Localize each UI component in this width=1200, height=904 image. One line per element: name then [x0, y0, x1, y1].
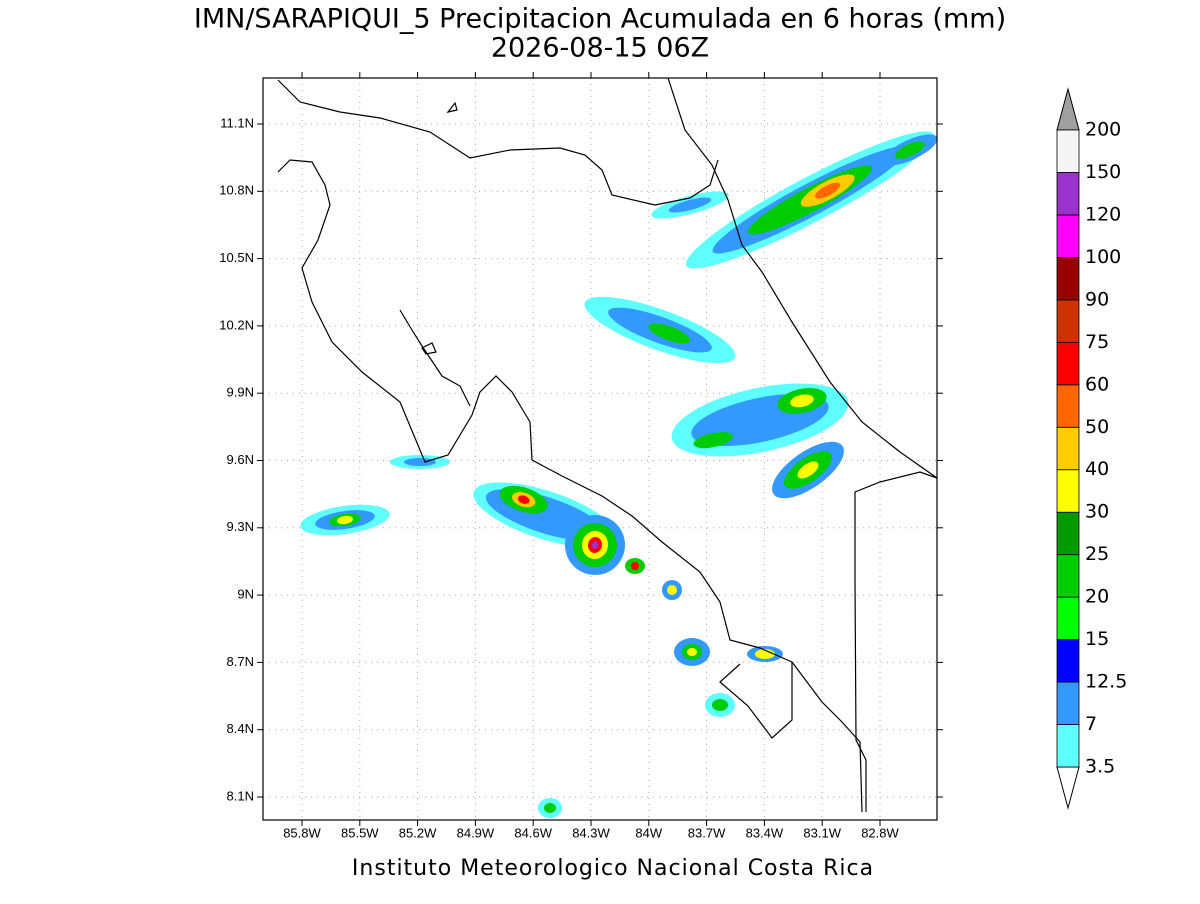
osa-coast: [791, 661, 863, 813]
colorbar-box: [1056, 426, 1080, 471]
colorbar-box: [1056, 341, 1080, 386]
grid: [263, 78, 937, 820]
precip-area: [625, 558, 645, 574]
colorbar-label: 7: [1085, 713, 1097, 735]
colorbar-label: 200: [1085, 119, 1121, 141]
lat-tick-label: 10.8N: [219, 183, 254, 198]
colorbar-box: [1056, 214, 1080, 258]
precip-area: [772, 441, 844, 499]
colorbar-box: [1056, 256, 1080, 301]
colorbar: 3.5 7 12.5 15 20 25 30 40 50 60 75 90 100 120 150 200: [1056, 87, 1127, 810]
lon-tick-label: 83.7W: [688, 825, 726, 840]
colorbar-box: [1056, 681, 1080, 725]
colorbar-under: [1056, 766, 1080, 810]
lon-tick-label: 84.6W: [514, 825, 552, 840]
gulf-island: [421, 342, 437, 355]
colorbar-box: [1056, 639, 1080, 683]
colorbar-box: [1056, 511, 1080, 556]
precip-area: [747, 646, 783, 662]
precip-area: [882, 134, 937, 166]
caribbean-coast: [667, 78, 937, 479]
lat-tick-label: 9.9N: [227, 385, 254, 400]
precip-area: [565, 515, 625, 575]
colorbar-over: [1056, 87, 1080, 131]
colorbar-box: [1056, 129, 1080, 173]
precipitation: [300, 131, 937, 818]
colorbar-label: 3.5: [1085, 756, 1115, 778]
precip-area: [300, 504, 390, 536]
nicoya: [399, 309, 471, 407]
colorbar-box: [1056, 554, 1080, 598]
subtitle: 2026-08-15 06Z: [491, 33, 709, 64]
precip-area: [671, 383, 849, 457]
colorbar-label: 30: [1085, 501, 1109, 523]
precip-area: [705, 693, 735, 717]
lon-tick-label: 83.4W: [746, 825, 784, 840]
lat-tick-label: 9N: [237, 587, 254, 602]
lat-tick-label: 10.2N: [219, 317, 254, 332]
pacific-coast: [277, 159, 793, 739]
colorbar-label: 90: [1085, 288, 1109, 310]
colorbar-label: 25: [1085, 543, 1109, 565]
precip-area: [685, 131, 935, 269]
colorbar-label: 40: [1085, 458, 1109, 480]
colorbar-label: 12.5: [1085, 671, 1127, 693]
precip-area: [674, 638, 710, 666]
colorbar-label: 20: [1085, 586, 1109, 608]
coastlines: [277, 78, 937, 813]
colorbar-label: 75: [1085, 331, 1109, 353]
footer: Instituto Meteorologico Nacional Costa R…: [352, 856, 874, 881]
colorbar-box: [1056, 299, 1080, 343]
colorbar-box: [1056, 724, 1080, 768]
lon-tick-label: 84.9W: [457, 825, 495, 840]
precip-area: [584, 296, 736, 364]
lat-tick-label: 11.1N: [220, 115, 254, 130]
lat-tick-label: 8.1N: [227, 788, 254, 803]
lon-tick-label: 85.2W: [399, 825, 437, 840]
colorbar-label: 150: [1085, 161, 1121, 183]
colorbar-label: 15: [1085, 628, 1109, 650]
lat-tick-label: 9.6N: [227, 452, 254, 467]
colorbar-label: 50: [1085, 416, 1109, 438]
lake-island: [446, 101, 458, 113]
colorbar-label: 120: [1085, 203, 1121, 225]
lon-tick-label: 82.8W: [861, 825, 899, 840]
map-frame: [262, 77, 938, 821]
lat-tick-label: 10.5N: [219, 250, 254, 265]
lat-tick-label: 9.3N: [227, 519, 254, 534]
colorbar-label: 100: [1085, 246, 1121, 268]
lon-tick-label: 84W: [635, 825, 662, 840]
title: IMN/SARAPIQUI_5 Precipitacion Acumulada …: [194, 4, 1006, 35]
lat-tick-label: 8.4N: [227, 721, 254, 736]
border-north: [277, 79, 719, 206]
lon-tick-label: 84.3W: [572, 825, 610, 840]
precip-area: [662, 580, 682, 600]
precip-area: [651, 191, 729, 219]
lat-tick-label: 8.7N: [227, 654, 254, 669]
colorbar-box: [1056, 469, 1080, 513]
precip-area: [538, 798, 562, 818]
lon-tick-label: 85.8W: [283, 825, 321, 840]
colorbar-box: [1056, 172, 1080, 216]
lon-tick-label: 85.5W: [341, 825, 379, 840]
axis-ticks: 85.8W 85.5W 85.2W 84.9W 84.6W 84.3W 84W 83.7W 83…: [219, 72, 943, 840]
lon-tick-label: 83.1W: [803, 825, 841, 840]
colorbar-box: [1056, 384, 1080, 428]
panama-border: [854, 471, 937, 812]
colorbar-label: 60: [1085, 373, 1109, 395]
colorbar-box: [1056, 596, 1080, 641]
